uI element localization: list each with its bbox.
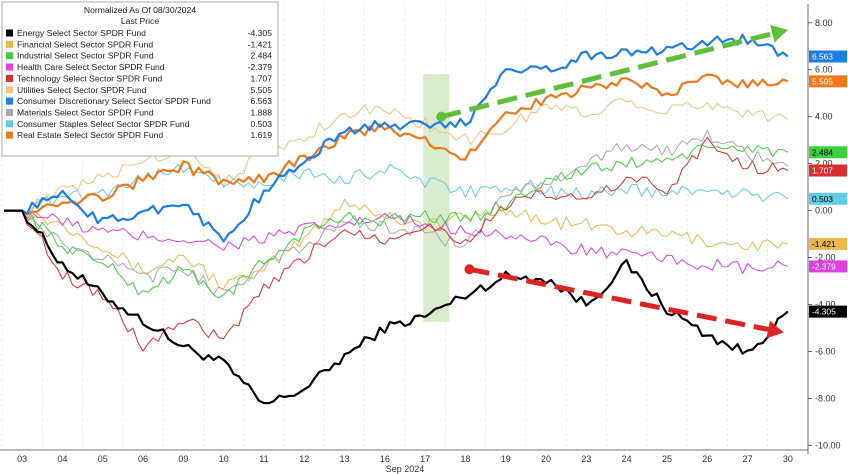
y-tick-label: 4.00	[815, 112, 833, 122]
y-tick-label: -6.00	[815, 346, 836, 356]
end-tag-box	[809, 305, 847, 318]
legend-swatch	[6, 131, 13, 139]
y-tick-label: 8.00	[815, 18, 833, 28]
legend-swatch	[6, 52, 13, 60]
legend-series-name: Real Estate Select Sector SPDR Fund	[17, 130, 163, 140]
series-line-1	[4, 198, 788, 290]
legend-series-value: 1.707	[250, 73, 272, 83]
end-tag-box	[809, 164, 847, 177]
y-tick-label: -4.00	[815, 299, 836, 309]
legend-series-name: Technology Select Sector SPDR Fund	[17, 73, 162, 83]
chart-title: Normalized As Of 08/30/2024	[84, 5, 196, 15]
legend-series-name: Energy Select Sector SPDR Fund	[17, 28, 146, 38]
end-tag-box	[809, 50, 847, 63]
annotation-layer	[436, 24, 788, 339]
legend-swatch	[6, 74, 13, 82]
annotation-arrow-head-0	[770, 24, 788, 43]
legend-series-name: Health Care Select Sector SPDR Fund	[17, 62, 165, 72]
legend-swatch	[6, 97, 13, 105]
legend-series-value: -4.305	[248, 28, 273, 38]
end-tag-box	[809, 192, 847, 205]
legend-swatch	[6, 63, 13, 71]
legend-series-name: Utilities Select Sector SPDR Fund	[17, 85, 147, 95]
y-tick-label: -8.00	[815, 393, 836, 403]
legend-series-value: -2.379	[248, 62, 273, 72]
legend-series-value: 1.888	[250, 107, 272, 117]
legend: Normalized As Of 08/30/2024 Last Price E…	[1, 1, 279, 157]
series-line-7	[4, 129, 789, 295]
x-tick-label: 04	[57, 454, 67, 464]
legend-series-value: 0.503	[250, 119, 272, 129]
legend-swatch	[6, 40, 13, 48]
legend-series-value: 5.505	[250, 85, 272, 95]
legend-series-name: Financial Select Sector SPDR Fund	[17, 39, 153, 49]
legend-series-name: Industrial Select Sector SPDR Fund	[17, 51, 154, 61]
legend-swatch	[6, 86, 13, 94]
x-tick-label: 06	[138, 454, 148, 464]
x-tick-label: 24	[622, 454, 632, 464]
x-tick-label: 19	[501, 454, 511, 464]
x-tick-label: 30	[783, 454, 793, 464]
x-tick-label: 27	[743, 454, 753, 464]
series-layer	[4, 33, 789, 405]
legend-box	[1, 1, 279, 157]
series-line-0	[4, 209, 789, 405]
x-tick-label: 03	[17, 454, 27, 464]
x-tick-label: 26	[702, 454, 712, 464]
end-tag-label: -2.379	[812, 261, 836, 271]
y-tick-label: -2.00	[815, 253, 836, 263]
chart-subtitle: Last Price	[121, 16, 159, 26]
x-tick-label: 09	[178, 454, 188, 464]
end-tag-label: 2.484	[812, 147, 833, 157]
end-tag-box	[809, 146, 847, 159]
legend-swatch	[6, 120, 13, 128]
x-tick-label: 10	[219, 454, 229, 464]
y-tick-label: 2.00	[815, 159, 833, 169]
legend-series-name: Consumer Discretionary Select Sector SPD…	[17, 96, 211, 106]
end-tag-label: 5.595	[812, 76, 833, 86]
end-tag-label: 6.563	[812, 52, 833, 62]
x-tick-label: 13	[340, 454, 350, 464]
x-tick-label: 18	[460, 454, 470, 464]
x-tick-label: 12	[299, 454, 309, 464]
end-tag-label: -1.421	[812, 239, 836, 249]
series-line-8	[4, 163, 789, 216]
legend-series-value: 1.619	[250, 130, 272, 140]
series-line-9	[4, 73, 789, 216]
legend-series-value: -1.421	[248, 39, 273, 49]
end-tag-box	[809, 75, 847, 88]
end-tag-layer: 6.563 5.595 2.484 1.707 0.503 -1.421 -2.379 -4.…	[809, 50, 847, 318]
annotation-arrow-line-1	[468, 266, 769, 332]
end-tag-label: 1.707	[812, 165, 833, 175]
legend-swatch	[6, 108, 13, 116]
end-tag-label: 0.503	[812, 194, 833, 204]
series-line-5	[4, 98, 789, 216]
x-tick-label: 17	[420, 454, 430, 464]
end-tag-box	[809, 260, 847, 273]
series-line-6	[4, 33, 789, 243]
x-tick-label: 25	[662, 454, 672, 464]
legend-series-name: Materials Select Sector SPDR Fund	[17, 107, 154, 117]
annotation-arrow-head-1	[766, 320, 784, 339]
y-tick-label: -10.00	[815, 440, 841, 450]
y-tick-label: 0.00	[815, 206, 833, 216]
axis-layer: 8.00 6.00 4.00 2.00 0.00 -2.00 -4.00 -6.00 -8.00…	[0, 4, 841, 474]
legend-series-name: Consumer Staples Select Sector SPDR Fund	[17, 119, 190, 129]
y-tick-label: 6.00	[815, 65, 833, 75]
x-tick-label: 05	[98, 454, 108, 464]
series-line-2	[4, 144, 789, 299]
legend-series-value: 6.563	[250, 96, 272, 106]
x-tick-label: 16	[380, 454, 390, 464]
x-month-label: Sep 2024	[386, 464, 425, 474]
end-tag-label: -4.305	[812, 307, 836, 317]
series-line-4	[4, 136, 789, 352]
legend-series-value: 2.484	[250, 51, 272, 61]
end-tag-box	[809, 237, 847, 250]
x-tick-label: 23	[581, 454, 591, 464]
x-tick-label: 11	[259, 454, 268, 464]
x-tick-label: 20	[541, 454, 551, 464]
legend-swatch	[6, 29, 13, 37]
